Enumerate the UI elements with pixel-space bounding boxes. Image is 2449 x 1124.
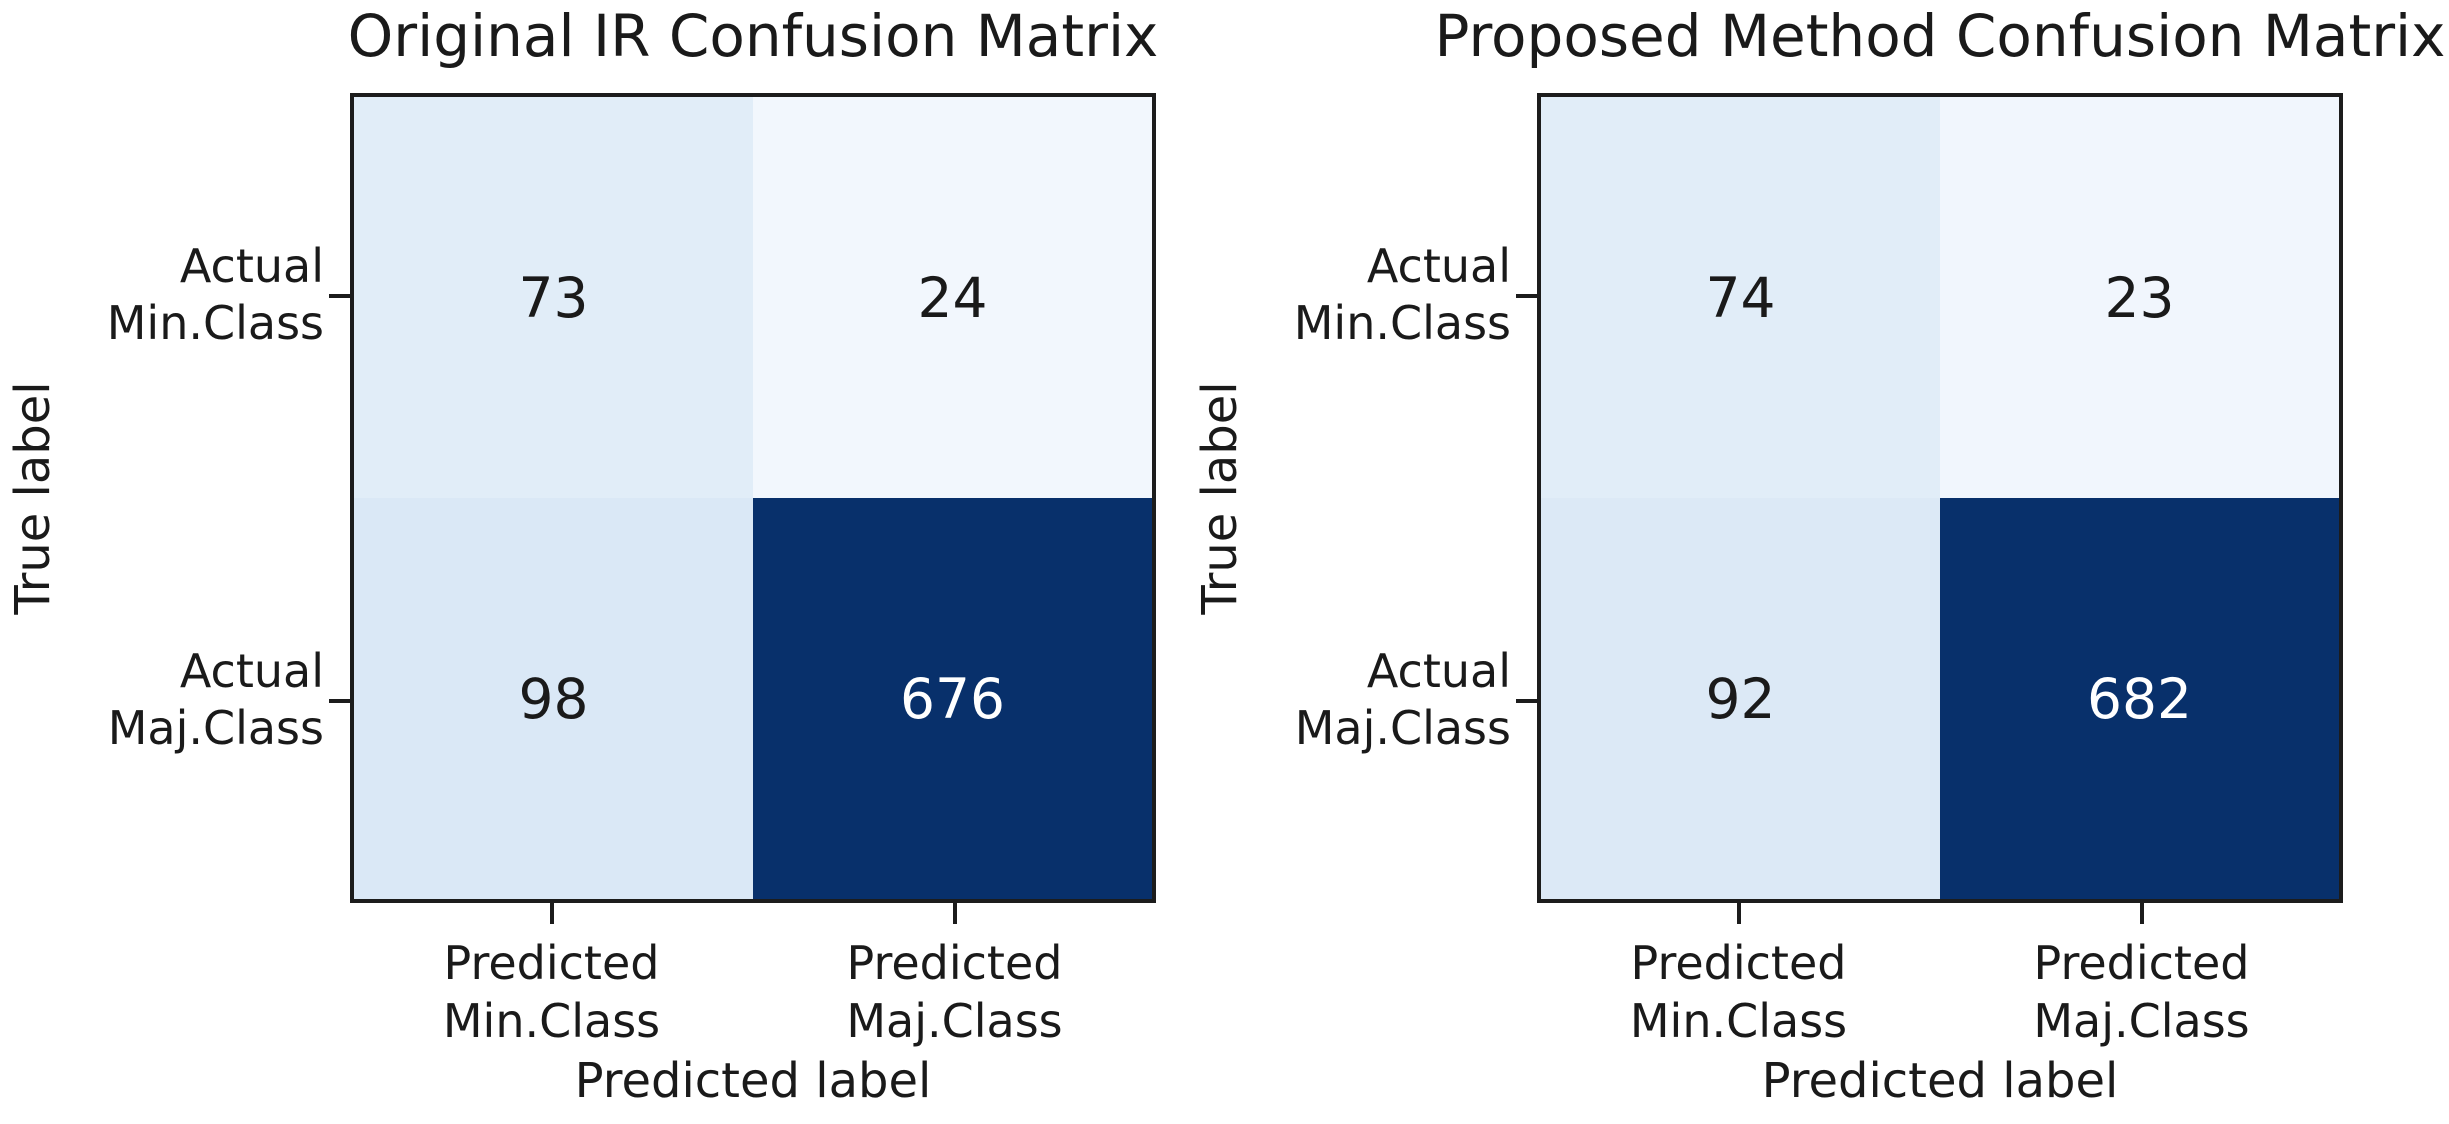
cell-actual-min-pred-min: 74 [1541, 97, 1940, 498]
heatmap-original-ir: 73 24 98 676 [350, 93, 1156, 903]
x-axis-label: Predicted label [574, 1053, 932, 1109]
x-tick-line: Maj.Class [2033, 993, 2250, 1048]
y-tick-label-actual-min: Actual Min.Class [1191, 238, 1511, 353]
x-tick-line: Predicted [1630, 936, 1847, 990]
x-tick-mark [2139, 903, 2144, 924]
heatmap-proposed-method: 74 23 92 682 [1537, 93, 2343, 903]
y-tick-label-actual-maj: Actual Maj.Class [1191, 643, 1511, 758]
y-tick-mark [329, 698, 350, 703]
y-tick-line: Min.Class [106, 296, 324, 350]
cell-actual-maj-pred-maj: 682 [1940, 498, 2339, 899]
y-tick-mark [1516, 293, 1537, 298]
chart-title-original-ir: Original IR Confusion Matrix [347, 2, 1159, 70]
x-tick-mark [952, 903, 957, 924]
x-tick-line: Predicted [2033, 936, 2250, 990]
y-tick-line: Actual [179, 238, 324, 293]
x-tick-line: Predicted [846, 936, 1063, 990]
cell-actual-maj-pred-min: 98 [354, 498, 753, 899]
y-tick-line: Min.Class [1293, 296, 1511, 350]
cell-actual-min-pred-min: 73 [354, 97, 753, 498]
y-tick-mark [329, 293, 350, 298]
x-tick-line: Maj.Class [846, 993, 1063, 1048]
x-tick-mark [549, 903, 554, 924]
x-tick-label-pred-maj: Predicted Maj.Class [1962, 935, 2322, 1050]
y-axis-label: True label [5, 381, 61, 615]
y-tick-line: Maj.Class [107, 701, 324, 755]
x-tick-label-pred-min: Predicted Min.Class [1559, 935, 1919, 1050]
chart-title-proposed-method: Proposed Method Confusion Matrix [1434, 2, 2446, 70]
y-tick-line: Maj.Class [1294, 701, 1511, 755]
cell-actual-maj-pred-maj: 676 [753, 498, 1152, 899]
cell-actual-maj-pred-min: 92 [1541, 498, 1940, 899]
cell-actual-min-pred-maj: 23 [1940, 97, 2339, 498]
x-tick-line: Predicted [443, 936, 660, 990]
y-tick-line: Actual [179, 643, 324, 698]
y-tick-label-actual-min: Actual Min.Class [4, 238, 324, 353]
panel-proposed-method: Proposed Method Confusion Matrix True la… [1192, 4, 2445, 1109]
y-tick-label-actual-maj: Actual Maj.Class [4, 643, 324, 758]
x-tick-label-pred-maj: Predicted Maj.Class [775, 935, 1135, 1050]
cell-actual-min-pred-maj: 24 [753, 97, 1152, 498]
x-tick-line: Min.Class [442, 993, 661, 1048]
y-axis-label: True label [1192, 381, 1248, 615]
x-axis-label: Predicted label [1761, 1053, 2119, 1109]
x-tick-label-pred-min: Predicted Min.Class [372, 935, 732, 1050]
x-tick-mark [1736, 903, 1741, 924]
y-tick-line: Actual [1366, 238, 1511, 293]
x-tick-line: Min.Class [1629, 993, 1848, 1048]
panel-original-ir: Original IR Confusion Matrix True label … [5, 4, 1158, 1109]
y-tick-mark [1516, 698, 1537, 703]
y-tick-line: Actual [1366, 643, 1511, 698]
